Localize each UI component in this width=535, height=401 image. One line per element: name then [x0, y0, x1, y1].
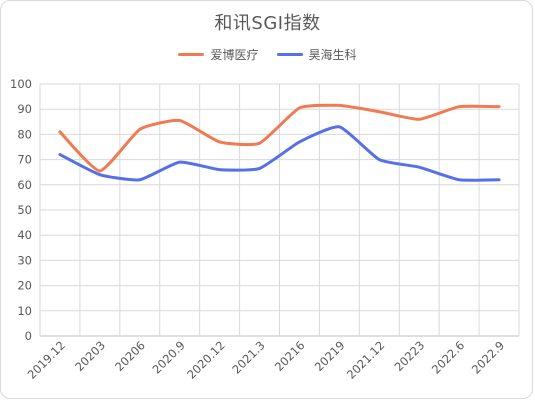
legend-item-series-1: 昊海生科 [276, 46, 357, 63]
legend-label-series-1: 昊海生科 [308, 48, 357, 62]
legend-item-series-0: 爱博医疗 [178, 46, 259, 63]
series-line-0 [58, 103, 501, 173]
y-tick-label: 40 [17, 228, 32, 242]
x-tick-label: 2021.3 [229, 338, 267, 376]
series-line-1 [58, 125, 501, 182]
x-tick-label: 2021.12 [344, 338, 388, 382]
legend-swatch-series-1 [276, 53, 303, 56]
legend-label-series-0: 爱博医疗 [210, 48, 259, 62]
y-tick-label: 70 [17, 153, 32, 167]
y-tick-label: 50 [17, 203, 32, 217]
x-tick-label: 20206 [112, 338, 148, 374]
x-tick-label: 2022.9 [469, 338, 507, 376]
x-tick-label: 20223 [392, 338, 428, 374]
x-tick-label: 2019.12 [25, 338, 69, 382]
y-tick-label: 90 [17, 102, 32, 116]
legend-swatch-series-0 [178, 53, 205, 56]
x-tick-label: 2020.12 [184, 338, 228, 382]
y-tick-label: 60 [17, 178, 32, 192]
y-tick-label: 0 [25, 329, 32, 343]
y-tick-label: 10 [17, 304, 32, 318]
x-tick-label: 2022.6 [429, 338, 467, 376]
y-tick-label: 100 [10, 77, 32, 91]
x-tick-label: 2020.9 [149, 338, 187, 376]
y-tick-label: 20 [17, 279, 32, 293]
x-tick-label: 20203 [72, 338, 108, 374]
y-tick-label: 30 [17, 253, 32, 267]
chart-title: 和讯SGI指数 [214, 13, 321, 34]
legend: 爱博医疗 昊海生科 [0, 46, 535, 63]
x-tick-label: 20216 [272, 338, 308, 374]
y-tick-label: 80 [17, 127, 32, 141]
x-tick-label: 20219 [312, 338, 348, 374]
